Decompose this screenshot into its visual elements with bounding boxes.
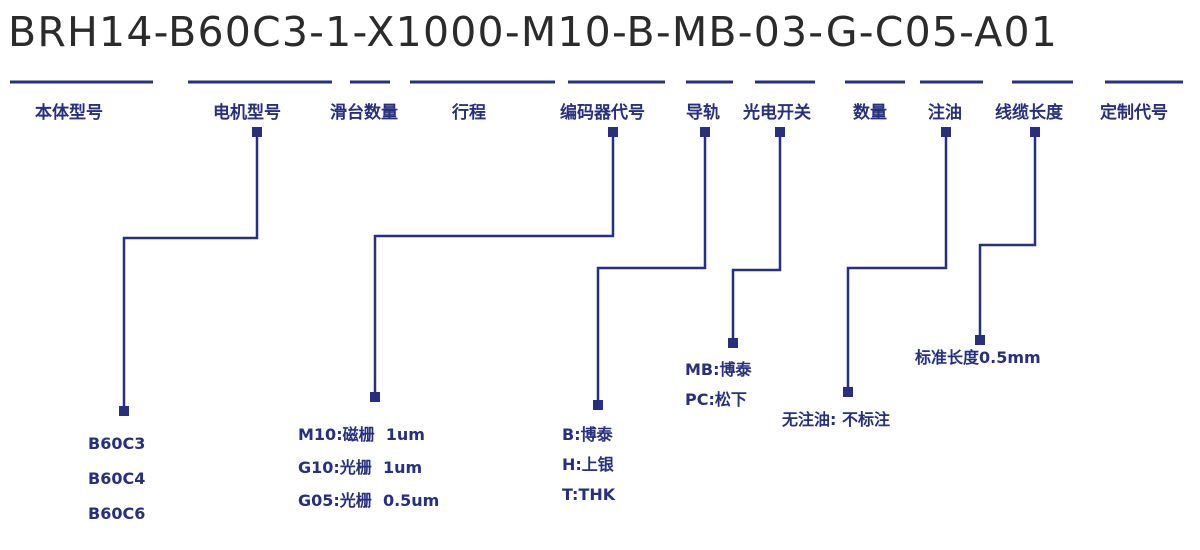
option: 标准长度0.5mm <box>915 348 1041 367</box>
label-cable-length: 线缆长度 <box>995 103 1063 123</box>
option: G05:光栅 0.5um <box>298 491 440 510</box>
motor-options: B60C3 B60C4 B60C6 <box>88 426 145 531</box>
option: T:THK <box>562 485 616 504</box>
label-body-model: 本体型号 <box>35 103 103 123</box>
terminal-squares <box>119 127 1040 416</box>
sensor-options: MB:博泰 PC:松下 <box>685 355 752 415</box>
leaders <box>122 132 1037 410</box>
option: B:博泰 <box>562 425 613 444</box>
option: B60C3 <box>88 434 146 453</box>
label-guide-rail: 导轨 <box>686 103 720 123</box>
option: H:上银 <box>562 455 614 474</box>
option: B60C4 <box>88 469 146 488</box>
label-motor-model: 电机型号 <box>213 103 281 123</box>
rail-options: B:博泰 H:上银 T:THK <box>562 420 615 510</box>
oil-options: 无注油: 不标注 <box>782 405 890 435</box>
label-stroke: 行程 <box>452 103 486 123</box>
option: MB:博泰 <box>685 360 752 379</box>
label-photo-switch: 光电开关 <box>743 103 811 123</box>
option: 无注油: 不标注 <box>782 410 890 429</box>
cable-options: 标准长度0.5mm <box>915 343 1041 373</box>
label-slide-count: 滑台数量 <box>330 103 398 123</box>
label-quantity: 数量 <box>853 103 887 123</box>
label-oil: 注油 <box>928 103 962 123</box>
option: B60C6 <box>88 504 146 523</box>
model-code: BRH14-B60C3-1-X1000-M10-B-MB-03-G-C05-A0… <box>8 8 1059 56</box>
option: PC:松下 <box>685 390 747 409</box>
label-custom-code: 定制代号 <box>1100 103 1168 123</box>
label-encoder-code: 编码器代号 <box>560 103 645 123</box>
option: M10:磁栅 1um <box>298 425 425 444</box>
encoder-options: M10:磁栅 1um G10:光栅 1um G05:光栅 0.5um <box>298 418 439 517</box>
option: G10:光栅 1um <box>298 458 423 477</box>
